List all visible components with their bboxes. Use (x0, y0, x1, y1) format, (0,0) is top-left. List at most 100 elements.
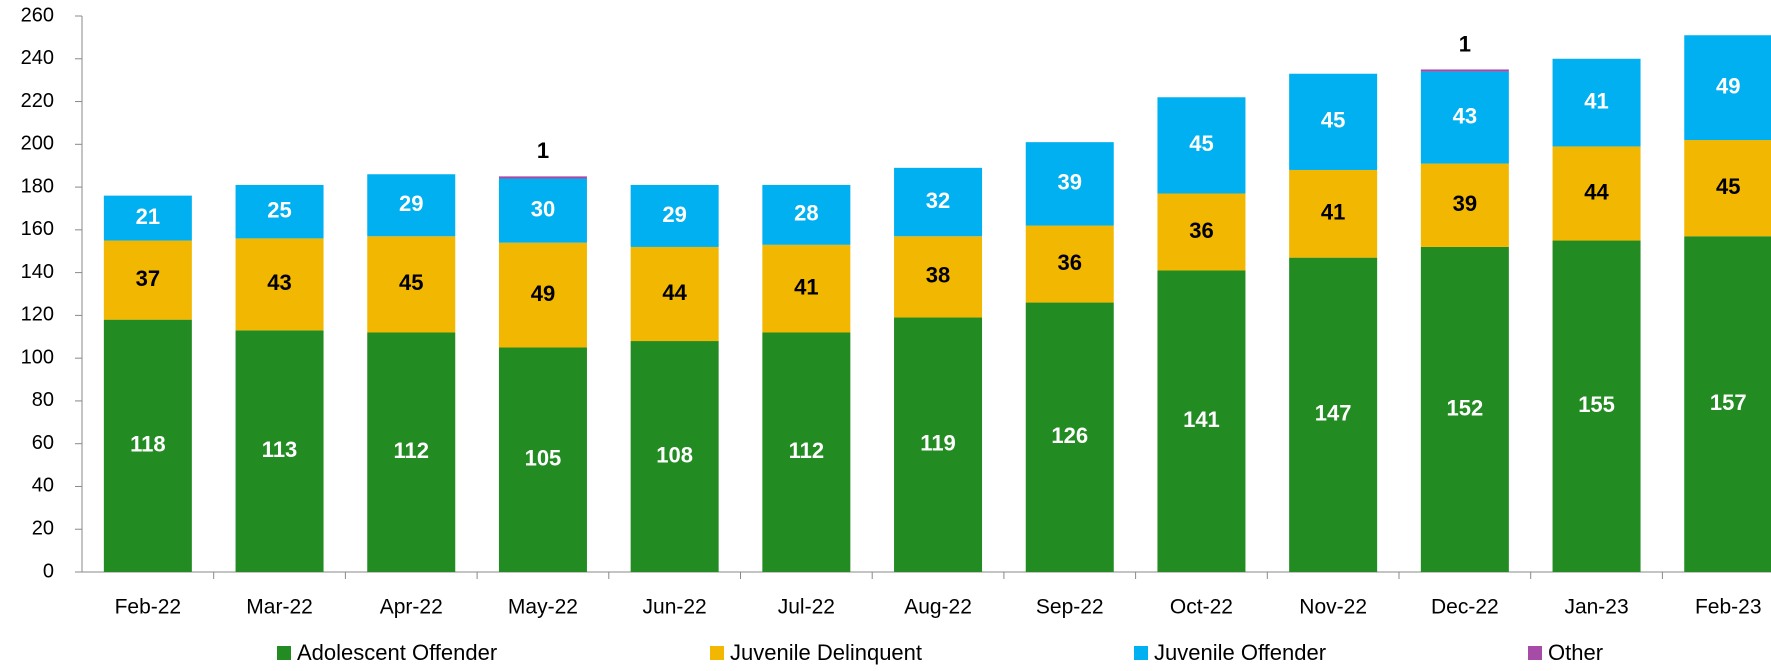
x-tick-label: Jan-23 (1564, 596, 1628, 619)
bar-segment (1420, 163, 1509, 247)
data-label: 43 (267, 270, 291, 295)
data-label: 29 (662, 202, 686, 227)
bar-segment (103, 195, 192, 241)
data-label: 44 (662, 280, 687, 305)
bar-segment (630, 246, 719, 342)
data-label: 157 (1710, 390, 1747, 415)
y-tick-label: 220 (21, 90, 54, 112)
y-tick-label: 40 (32, 475, 54, 497)
bar-segment (103, 240, 192, 320)
bar-segment (235, 238, 324, 331)
data-label: 141 (1183, 407, 1220, 432)
data-label: 39 (1058, 170, 1082, 195)
data-label: 41 (794, 274, 818, 299)
data-label: 49 (1716, 73, 1740, 98)
data-label: 49 (531, 281, 555, 306)
y-tick-label: 180 (21, 175, 54, 197)
legend-swatch (1528, 646, 1542, 660)
x-tick-label: Apr-22 (380, 596, 443, 619)
x-tick-label: Nov-22 (1299, 596, 1367, 619)
bar-segment (498, 176, 587, 179)
bar-segment (1420, 246, 1509, 572)
y-tick-label: 140 (21, 261, 54, 283)
data-label: 32 (926, 188, 950, 213)
data-label: 21 (136, 204, 160, 229)
bar-segment (894, 236, 983, 318)
data-label: 126 (1051, 423, 1088, 448)
y-tick-label: 20 (32, 518, 54, 540)
data-label: 152 (1446, 395, 1483, 420)
bar-segment (1684, 236, 1771, 572)
bar-segment (1420, 71, 1509, 164)
data-label: 36 (1189, 218, 1213, 243)
bar-segment (498, 242, 587, 348)
bar-segment (894, 317, 983, 572)
bar-segment (1157, 270, 1246, 572)
data-label: 44 (1584, 179, 1609, 204)
data-label: 30 (531, 196, 555, 221)
data-label: 45 (399, 270, 423, 295)
bar-segment (498, 178, 587, 243)
x-tick-label: Aug-22 (904, 596, 972, 619)
y-tick-label: 100 (21, 346, 54, 368)
y-tick-label: 120 (21, 304, 54, 326)
bar-segment (1157, 193, 1246, 271)
data-label: 155 (1578, 392, 1615, 417)
bar-segment (498, 347, 587, 572)
y-tick-label: 80 (32, 389, 54, 411)
data-label: 108 (656, 442, 693, 467)
bar-segment (1025, 225, 1114, 303)
bar-segment (1025, 302, 1114, 572)
y-tick-label: 60 (32, 432, 54, 454)
data-label: 45 (1189, 131, 1213, 156)
data-label: 38 (926, 263, 950, 288)
y-tick-label: 260 (21, 4, 54, 26)
x-tick-label: Dec-22 (1431, 596, 1499, 619)
data-label: 147 (1315, 401, 1352, 426)
data-label: 29 (399, 191, 423, 216)
data-label: 41 (1584, 88, 1608, 113)
data-label: 112 (394, 438, 430, 463)
data-label: 36 (1058, 250, 1082, 275)
bar-segment (235, 330, 324, 572)
legend-label: Adolescent Offender (297, 640, 497, 665)
data-label: 28 (794, 201, 818, 226)
legend-label: Juvenile Offender (1154, 640, 1326, 665)
bar-segment (1289, 73, 1378, 170)
bar-segment (630, 341, 719, 572)
legend-swatch (277, 646, 291, 660)
bar-segment (762, 184, 851, 245)
x-tick-label: Feb-23 (1695, 596, 1762, 619)
x-tick-label: Jun-22 (643, 596, 707, 619)
y-tick-label: 160 (21, 218, 54, 240)
data-label: 45 (1716, 174, 1740, 199)
bar-segment (1157, 97, 1246, 194)
data-label: 41 (1321, 200, 1345, 225)
y-tick-label: 200 (21, 133, 54, 155)
data-label: 105 (525, 446, 562, 471)
bar-segment (103, 319, 192, 572)
data-label: 37 (136, 266, 160, 291)
bar-segment (630, 184, 719, 247)
x-tick-label: Mar-22 (246, 596, 313, 619)
legend-swatch (1134, 646, 1148, 660)
bar-segment (1289, 169, 1378, 258)
bar-segment (1684, 35, 1771, 141)
x-tick-label: Sep-22 (1036, 596, 1104, 619)
data-label: 45 (1321, 108, 1345, 133)
data-label: 112 (789, 438, 825, 463)
bar-segment (762, 244, 851, 333)
bar-segment (367, 332, 456, 572)
x-tick-label: May-22 (508, 596, 578, 619)
data-label: 39 (1453, 191, 1477, 216)
x-tick-label: Oct-22 (1170, 596, 1233, 619)
legend-swatch (710, 646, 724, 660)
bar-segment (1289, 257, 1378, 572)
bar-segment (1552, 240, 1641, 573)
bar-segment (235, 184, 324, 239)
bar-segment (894, 167, 983, 237)
legend-label: Other (1548, 640, 1603, 665)
bar-segment (1552, 58, 1641, 147)
bar-segment (1552, 146, 1641, 241)
data-label: 113 (262, 437, 298, 462)
